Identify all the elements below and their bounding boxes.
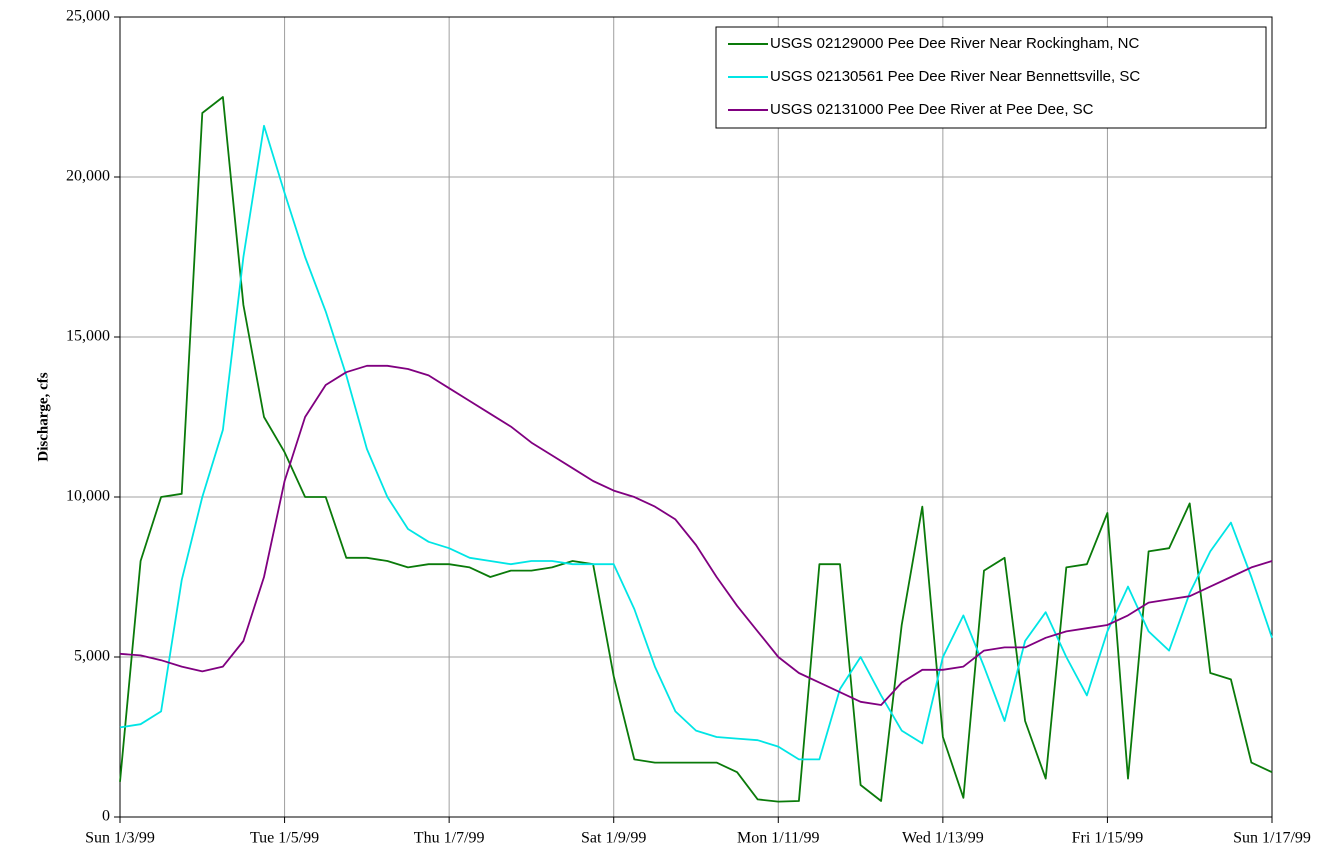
series-line <box>119 364 1273 706</box>
x-tick-label: Thu 1/7/99 <box>414 830 485 847</box>
legend-label: USGS 02131000 Pee Dee River at Pee Dee, … <box>770 101 1094 118</box>
x-tick-label: Tue 1/5/99 <box>250 830 319 847</box>
y-tick-label: 0 <box>102 808 110 825</box>
x-tick-label: Sun 1/17/99 <box>1233 830 1311 847</box>
plot-frame <box>119 16 1273 818</box>
y-axis-label: Discharge, cfs <box>35 372 51 461</box>
y-tick-label: 10,000 <box>66 488 110 505</box>
y-tick-label: 20,000 <box>66 168 110 185</box>
x-tick-label: Mon 1/11/99 <box>737 830 820 847</box>
y-tick-label: 25,000 <box>66 8 110 25</box>
legend-label: USGS 02129000 Pee Dee River Near Rocking… <box>770 35 1140 52</box>
y-tick-label: 5,000 <box>74 648 110 665</box>
x-tick-label: Wed 1/13/99 <box>902 830 984 847</box>
x-tick-label: Sat 1/9/99 <box>581 830 646 847</box>
series-line <box>119 96 1273 803</box>
x-tick-label: Sun 1/3/99 <box>85 830 155 847</box>
x-tick-label: Fri 1/15/99 <box>1072 830 1144 847</box>
series-line <box>119 124 1273 761</box>
legend-label: USGS 02130561 Pee Dee River Near Bennett… <box>770 68 1140 85</box>
y-tick-label: 15,000 <box>66 328 110 345</box>
legend-box <box>715 26 1267 129</box>
